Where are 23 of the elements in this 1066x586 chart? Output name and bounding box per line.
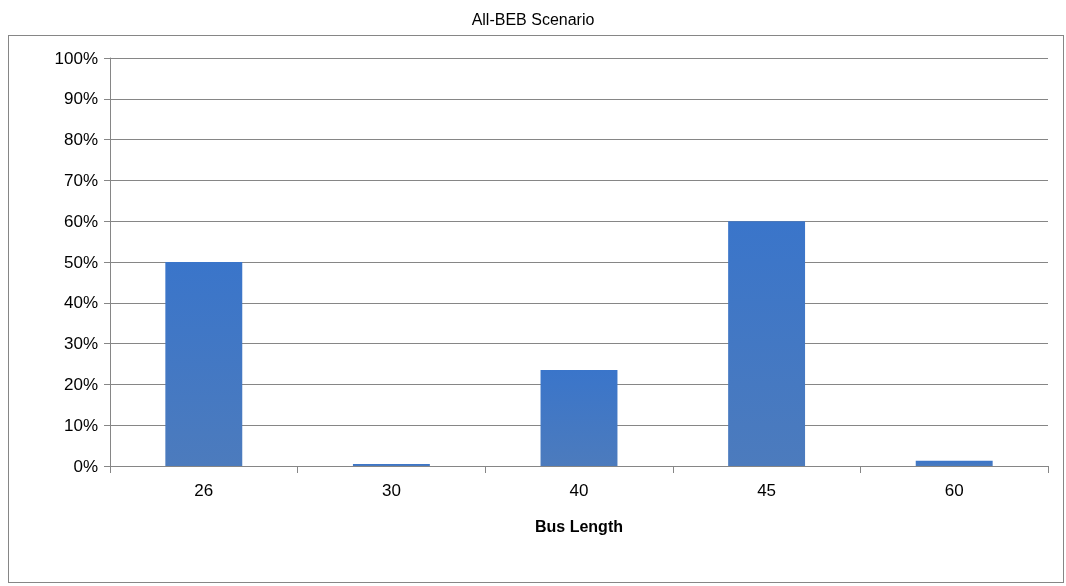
y-tick-label: 20% (63, 374, 98, 394)
y-tick-label: 90% (63, 89, 98, 109)
x-tick-label: 60 (944, 481, 964, 500)
y-tick-label: 30% (63, 334, 98, 354)
x-axis-title: Bus Length (535, 517, 623, 535)
y-tick-label: 10% (63, 415, 98, 435)
y-tick-label: 60% (63, 211, 98, 231)
x-tick-label: 45 (757, 481, 777, 500)
bar (728, 221, 806, 466)
x-tick-label: 26 (194, 481, 214, 500)
bar (915, 460, 993, 466)
y-tick-label: 70% (63, 170, 98, 190)
x-tick-label: 40 (569, 481, 589, 500)
bar (540, 370, 618, 466)
bar (165, 262, 243, 466)
y-tick-label: 80% (63, 130, 98, 150)
x-tick-label: 30 (381, 481, 401, 500)
bar (352, 463, 430, 466)
chart-title: All-BEB Scenario (471, 10, 595, 28)
y-tick-label: 100% (54, 48, 98, 68)
y-tick-label: 50% (63, 252, 98, 272)
y-tick-label: 40% (63, 293, 98, 313)
y-tick-label: 0% (73, 456, 98, 476)
